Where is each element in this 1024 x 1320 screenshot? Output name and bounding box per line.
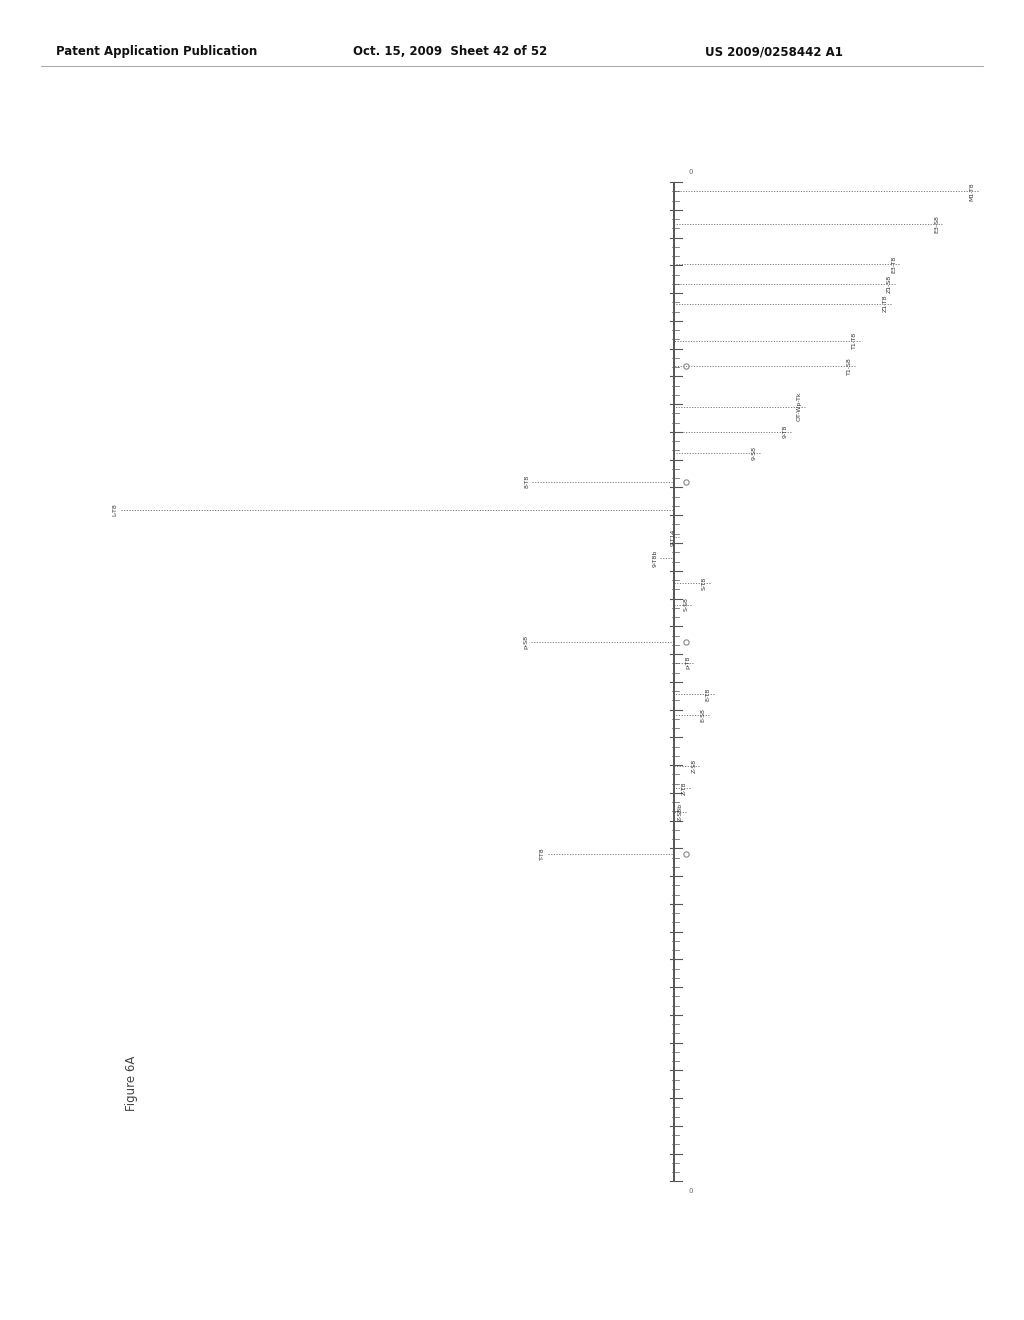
Text: T1-T8: T1-T8 bbox=[852, 333, 857, 348]
Text: 9-S8: 9-S8 bbox=[752, 446, 757, 459]
Text: E3-S8: E3-S8 bbox=[934, 215, 939, 234]
Text: 9-T8b: 9-T8b bbox=[652, 549, 657, 568]
Text: 0: 0 bbox=[688, 1188, 692, 1193]
Text: Z-S8: Z-S8 bbox=[691, 759, 696, 772]
Text: E-S8: E-S8 bbox=[700, 709, 706, 722]
Text: Z-S8b: Z-S8b bbox=[678, 803, 683, 821]
Text: US 2009/0258442 A1: US 2009/0258442 A1 bbox=[705, 45, 843, 58]
Text: Z-T8: Z-T8 bbox=[682, 781, 687, 795]
Text: E3-T8: E3-T8 bbox=[891, 255, 896, 273]
Text: Figure 6A: Figure 6A bbox=[125, 1056, 137, 1111]
Text: Patent Application Publication: Patent Application Publication bbox=[56, 45, 258, 58]
Text: OT-Wp-Tk: OT-Wp-Tk bbox=[797, 392, 802, 421]
Text: L-T8: L-T8 bbox=[113, 503, 118, 516]
Text: Oct. 15, 2009  Sheet 42 of 52: Oct. 15, 2009 Sheet 42 of 52 bbox=[353, 45, 548, 58]
Text: Z1-T8: Z1-T8 bbox=[883, 294, 888, 313]
Text: S-T8: S-T8 bbox=[701, 577, 707, 590]
Text: E-T8: E-T8 bbox=[706, 688, 711, 701]
Text: 9-T14: 9-T14 bbox=[671, 528, 676, 546]
Text: T1-S8: T1-S8 bbox=[847, 356, 852, 375]
Text: p-T8: p-T8 bbox=[685, 656, 690, 669]
Text: 9-T8: 9-T8 bbox=[782, 425, 787, 438]
Text: T-T8: T-T8 bbox=[540, 847, 545, 861]
Text: Z1-S8: Z1-S8 bbox=[887, 275, 892, 293]
Text: M1-T8: M1-T8 bbox=[970, 182, 975, 201]
Text: S-S8: S-S8 bbox=[683, 598, 688, 611]
Text: 0: 0 bbox=[688, 169, 692, 174]
Text: 8-T8: 8-T8 bbox=[524, 475, 529, 488]
Text: p-S8: p-S8 bbox=[523, 635, 528, 648]
